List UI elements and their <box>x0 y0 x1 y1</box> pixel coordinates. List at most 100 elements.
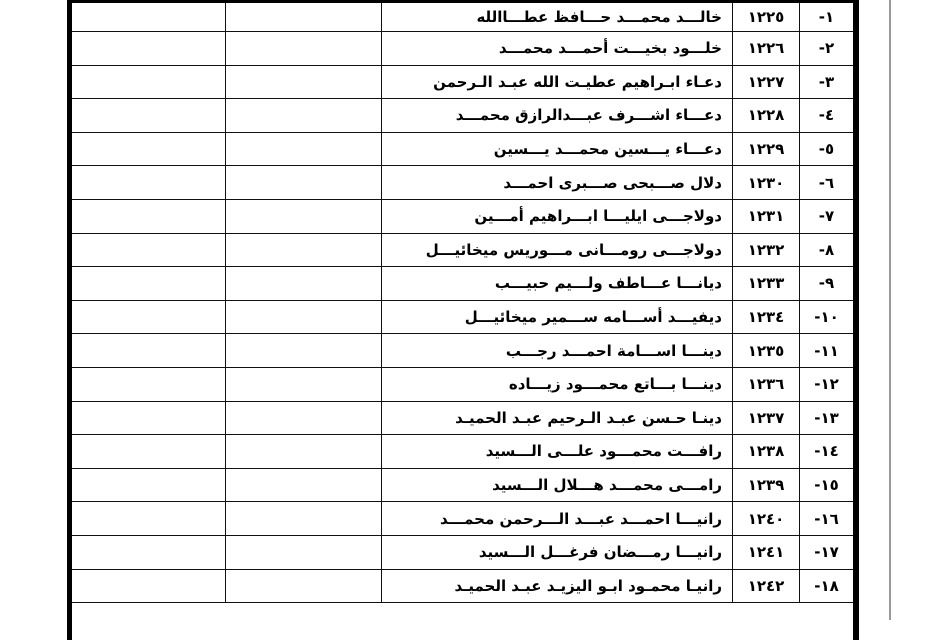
row-index: -٥ <box>799 131 853 167</box>
student-table: خالـــد محمـــد حـــافظ عطـــاالله ١٢٢٥ … <box>72 3 853 604</box>
student-number: ١٢٣١ <box>732 198 800 234</box>
blank-cell-1 <box>72 64 226 100</box>
table-row: رامـــى محمـــد هـــلال الـــسيد ١٢٣٩ -١… <box>72 467 853 503</box>
table-row: رانيـــا احمـــد عبـــد الـــرحمن محمـــ… <box>72 501 853 536</box>
table-row: دينـــا بـــاتع محمـــود زيـــاده ١٢٣٦ -… <box>72 366 853 402</box>
student-name: دينـــا بـــاتع محمـــود زيـــاده <box>381 366 733 402</box>
student-name: دولاجـــى ايليـــا ابـــراهيم أمـــين <box>381 198 733 234</box>
table-row: دولاجـــى رومـــانى مـــوريس ميخائيـــل … <box>72 232 853 268</box>
blank-cell-1 <box>72 568 226 604</box>
page-edge-line <box>889 0 891 620</box>
blank-cell-2 <box>225 534 382 570</box>
blank-cell-2 <box>225 64 382 100</box>
student-name: رامـــى محمـــد هـــلال الـــسيد <box>381 467 733 503</box>
row-index: -١٣ <box>799 400 853 436</box>
row-index: -٩ <box>799 266 853 301</box>
table-row: رانيـا محمـود ابـو اليزيـد عبـد الحميـد … <box>72 568 853 604</box>
student-name: رانيـا محمـود ابـو اليزيـد عبـد الحميـد <box>381 568 733 604</box>
row-index: -١٤ <box>799 434 853 469</box>
row-index: -١٨ <box>799 568 853 604</box>
row-index: -٢ <box>799 31 853 66</box>
table-row: ديانـــا عـــاطف ولـــيم حبيـــب ١٢٣٣ -٩ <box>72 266 853 301</box>
blank-cell-2 <box>225 232 382 268</box>
table-row: خلـــود بخيـــت أحمـــد محمـــد ١٢٢٦ -٢ <box>72 31 853 66</box>
blank-cell-2 <box>225 501 382 536</box>
table-row: دعـــاء اشـــرف عبـــدالرازق محمـــد ١٢٢… <box>72 98 853 133</box>
blank-cell-2 <box>225 131 382 167</box>
row-index: -١٦ <box>799 501 853 536</box>
student-number: ١٢٢٩ <box>732 131 800 167</box>
row-index: -١٧ <box>799 534 853 570</box>
blank-cell-2 <box>225 165 382 200</box>
row-index: -٨ <box>799 232 853 268</box>
blank-cell-2 <box>225 299 382 335</box>
row-index: -٧ <box>799 198 853 234</box>
student-number: ١٢٤٢ <box>732 568 800 604</box>
table-row: دلال صـــبحى صـــبرى احمـــد ١٢٣٠ -٦ <box>72 165 853 200</box>
student-name: دعـــاء اشـــرف عبـــدالرازق محمـــد <box>381 98 733 133</box>
student-name: ديفيـــد أســـامه ســـمير ميخائيـــل <box>381 299 733 335</box>
table-row: رانيـــا رمـــضان فرغـــل الـــسيد ١٢٤١ … <box>72 534 853 570</box>
blank-cell-1 <box>72 3 226 32</box>
student-number: ١٢٢٧ <box>732 64 800 100</box>
student-table-page: خالـــد محمـــد حـــافظ عطـــاالله ١٢٢٥ … <box>67 0 859 640</box>
blank-cell-1 <box>72 299 226 335</box>
blank-cell-2 <box>225 400 382 436</box>
student-name: خلـــود بخيـــت أحمـــد محمـــد <box>381 31 733 66</box>
blank-cell-1 <box>72 400 226 436</box>
blank-cell-2 <box>225 434 382 469</box>
row-index: -١٢ <box>799 366 853 402</box>
student-number: ١٢٣٤ <box>732 299 800 335</box>
blank-cell-1 <box>72 333 226 368</box>
blank-cell-1 <box>72 467 226 503</box>
student-number: ١٢٢٥ <box>732 3 800 32</box>
blank-cell-2 <box>225 366 382 402</box>
blank-cell-2 <box>225 31 382 66</box>
blank-cell-1 <box>72 165 226 200</box>
blank-cell-1 <box>72 198 226 234</box>
row-index: -٤ <box>799 98 853 133</box>
student-number: ١٢٣٢ <box>732 232 800 268</box>
student-number: ١٢٣٣ <box>732 266 800 301</box>
blank-cell-2 <box>225 467 382 503</box>
table-row: دينـــا اســـامة احمـــد رجـــب ١٢٣٥ -١١ <box>72 333 853 368</box>
row-index: -١١ <box>799 333 853 368</box>
student-name: رافـــت محمـــود علـــى الـــسيد <box>381 434 733 469</box>
table-row: ديفيـــد أســـامه ســـمير ميخائيـــل ١٢٣… <box>72 299 853 335</box>
row-index: -١٥ <box>799 467 853 503</box>
blank-cell-2 <box>225 198 382 234</box>
blank-cell-1 <box>72 366 226 402</box>
blank-cell-1 <box>72 98 226 133</box>
student-name: ديانـــا عـــاطف ولـــيم حبيـــب <box>381 266 733 301</box>
student-number: ١٢٣٠ <box>732 165 800 200</box>
row-index: -٦ <box>799 165 853 200</box>
student-number: ١٢٣٥ <box>732 333 800 368</box>
student-name: خالـــد محمـــد حـــافظ عطـــاالله <box>381 3 733 32</box>
blank-cell-1 <box>72 534 226 570</box>
table-row: دعـــاء يـــسين محمـــد يـــسين ١٢٢٩ -٥ <box>72 131 853 167</box>
table-row: دينـا حـسن عبـد الـرحيم عبـد الحميـد ١٢٣… <box>72 400 853 436</box>
blank-cell-1 <box>72 266 226 301</box>
student-name: دولاجـــى رومـــانى مـــوريس ميخائيـــل <box>381 232 733 268</box>
blank-cell-2 <box>225 266 382 301</box>
student-name: دينـا حـسن عبـد الـرحيم عبـد الحميـد <box>381 400 733 436</box>
blank-cell-1 <box>72 434 226 469</box>
table-row: دعـاء ابـراهيم عطيـت الله عبـد الـرحمن ١… <box>72 64 853 100</box>
row-index: -٣ <box>799 64 853 100</box>
student-number: ١٢٤٠ <box>732 501 800 536</box>
blank-cell-2 <box>225 568 382 604</box>
student-name: رانيـــا رمـــضان فرغـــل الـــسيد <box>381 534 733 570</box>
blank-cell-1 <box>72 232 226 268</box>
row-index: -١ <box>799 3 853 32</box>
blank-cell-2 <box>225 333 382 368</box>
student-number: ١٢٣٩ <box>732 467 800 503</box>
blank-cell-1 <box>72 31 226 66</box>
student-number: ١٢٣٦ <box>732 366 800 402</box>
student-name: دلال صـــبحى صـــبرى احمـــد <box>381 165 733 200</box>
student-number: ١٢٣٧ <box>732 400 800 436</box>
table-row: دولاجـــى ايليـــا ابـــراهيم أمـــين ١٢… <box>72 198 853 234</box>
student-number: ١٢٢٦ <box>732 31 800 66</box>
blank-cell-2 <box>225 3 382 32</box>
table-row: رافـــت محمـــود علـــى الـــسيد ١٢٣٨ -١… <box>72 434 853 469</box>
blank-cell-1 <box>72 501 226 536</box>
